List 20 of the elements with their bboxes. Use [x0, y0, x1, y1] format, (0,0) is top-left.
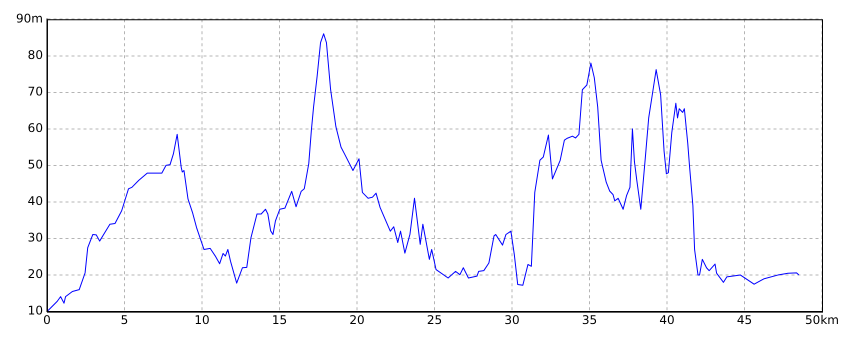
x-tick-label: 45 [736, 312, 752, 327]
y-tick-label: 50 [28, 158, 43, 172]
y-tick-label: 60 [28, 120, 43, 135]
y-tick-label: 10 [28, 304, 43, 318]
x-tick-label: 35 [582, 312, 598, 327]
x-tick-label: 40 [659, 312, 675, 327]
x-tick-label: 30 [504, 312, 520, 327]
y-tick-label: 40 [28, 194, 43, 208]
x-tick-label: 50km [805, 312, 839, 327]
y-tick-label: 20 [28, 267, 43, 282]
x-tick-label: 25 [426, 312, 442, 327]
x-tick-label: 10 [194, 312, 210, 327]
y-tick-label: 70 [28, 84, 43, 98]
x-tick-label: 0 [43, 312, 51, 327]
y-tick-label: 80 [28, 48, 43, 62]
x-tick-label: 15 [272, 312, 288, 327]
x-tick-label: 5 [120, 312, 128, 327]
y-tick-label: 30 [28, 230, 43, 245]
y-tick-label: 90m [16, 11, 43, 26]
x-tick-label: 20 [349, 312, 365, 327]
